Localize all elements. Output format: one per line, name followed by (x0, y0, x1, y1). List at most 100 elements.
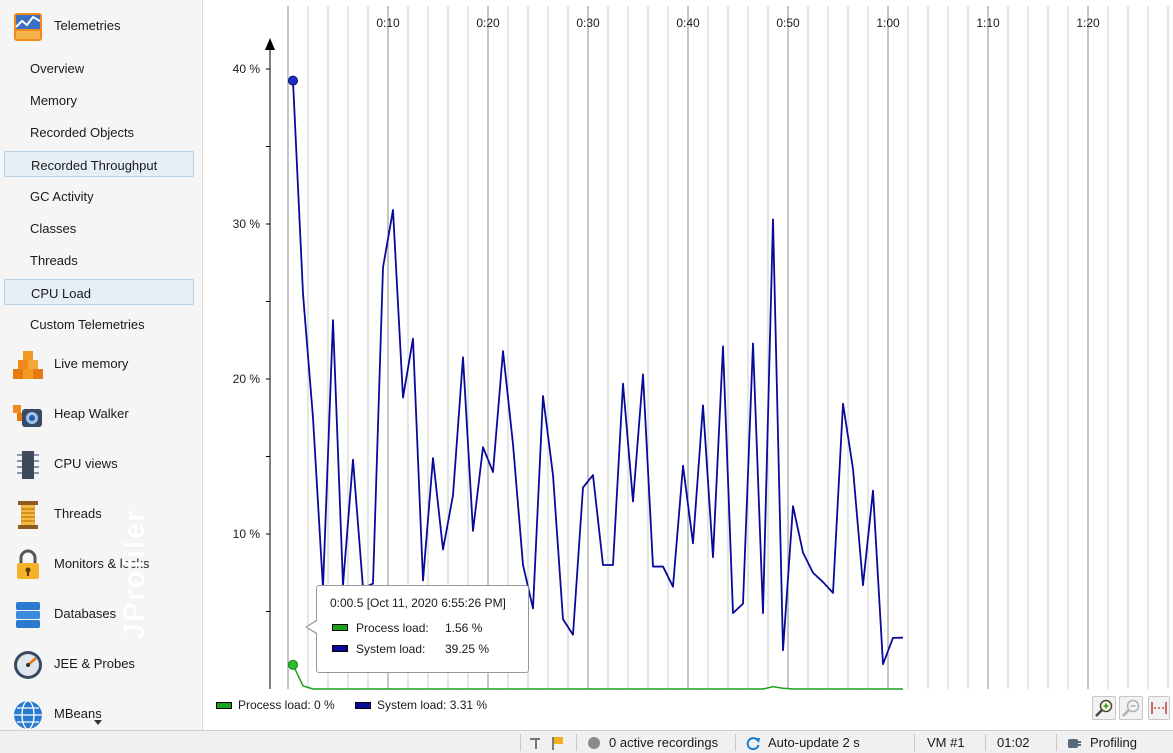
lock-icon (17, 549, 39, 579)
system-swatch (332, 645, 348, 652)
sidebar-item-label: Recorded Throughput (31, 158, 158, 173)
threads-icon (18, 501, 38, 529)
section-threads[interactable]: Threads (0, 493, 202, 537)
process-swatch (216, 702, 232, 709)
section-label: CPU views (54, 456, 118, 471)
x-tick-label: 0:40 (676, 16, 700, 30)
fit-icon (1151, 702, 1167, 714)
zoom-in-button[interactable] (1092, 696, 1116, 720)
section-monitors-locks[interactable]: Monitors & locks (0, 543, 202, 587)
y-axis-arrow-icon (265, 38, 275, 50)
y-tick-label: 10 % (233, 527, 261, 541)
status-divider (576, 734, 577, 751)
section-label: Live memory (54, 356, 129, 371)
section-mbeans[interactable]: MBeans (0, 693, 202, 730)
sidebar-item-threads-telemetry[interactable]: Threads (4, 247, 194, 273)
section-label: Heap Walker (54, 406, 129, 421)
sidebar-item-label: Classes (30, 221, 77, 236)
section-cpu-views[interactable]: CPU views (0, 443, 202, 487)
watermark: JProfiler (118, 509, 151, 640)
section-databases[interactable]: Databases (0, 593, 202, 637)
status-divider (985, 734, 986, 751)
legend-bar: Process load: 0 % System load: 3.31 % (203, 692, 1173, 730)
profiling-icon (1068, 739, 1081, 748)
sidebar-item-custom-telemetries[interactable]: Custom Telemetries (4, 311, 194, 337)
globe-icon (14, 700, 42, 730)
gauge-icon (14, 651, 42, 679)
tooltip: 0:00.5 [Oct 11, 2020 6:55:26 PM] Process… (316, 585, 529, 673)
process-load-marker (288, 659, 298, 670)
heap-walker-icon (13, 405, 42, 427)
status-vm: VM #1 (927, 735, 965, 750)
sidebar-item-classes[interactable]: Classes (4, 215, 194, 241)
status-bar: 0 active recordings Auto-update 2 s VM #… (0, 730, 1173, 753)
section-label: Databases (54, 606, 117, 621)
section-heap-walker[interactable]: Heap Walker (0, 393, 202, 437)
y-tick-label: 30 % (233, 217, 261, 231)
y-tick-label: 20 % (233, 372, 261, 386)
sidebar-item-gc-activity[interactable]: GC Activity (4, 183, 194, 209)
sidebar-item-memory[interactable]: Memory (4, 87, 194, 113)
tooltip-title: 0:00.5 [Oct 11, 2020 6:55:26 PM] (330, 596, 506, 610)
refresh-icon (746, 737, 760, 751)
sidebar-item-recorded-objects[interactable]: Recorded Objects (4, 119, 194, 145)
sidebar-item-label: GC Activity (30, 189, 94, 204)
y-tick-label: 40 % (233, 62, 261, 76)
legend-label: System load: 3.31 % (377, 698, 488, 712)
sidebar-item-label: CPU Load (31, 286, 91, 301)
tooltip-row-value: 1.56 % (445, 621, 483, 635)
status-divider (735, 734, 736, 751)
sidebar-item-label: Recorded Objects (30, 125, 135, 140)
sidebar-item-label: Overview (30, 61, 85, 76)
status-mode: Profiling (1090, 735, 1137, 750)
tooltip-row-name: Process load: (356, 621, 429, 635)
status-divider (520, 734, 521, 751)
tooltip-pointer-fill (307, 621, 317, 633)
sidebar-item-recorded-throughput[interactable]: Recorded Throughput (4, 151, 194, 177)
sidebar-item-label: Custom Telemetries (30, 317, 145, 332)
tooltip-row-value: 39.25 % (445, 642, 490, 656)
x-tick-label: 0:20 (476, 16, 500, 30)
live-memory-icon (13, 351, 43, 379)
status-auto-update[interactable]: Auto-update 2 s (768, 735, 860, 750)
recording-icon (588, 737, 600, 749)
zoom-out-icon (1122, 699, 1140, 717)
chart-canvas: 0:10 0:20 0:30 0:40 0:50 1:00 1:10 1:20 10 % 20 … (233, 6, 1169, 690)
system-load-series (292, 80, 904, 666)
status-time: 01:02 (997, 735, 1030, 750)
section-label: Monitors & locks (54, 556, 150, 571)
tooltip-row-name: System load: (356, 642, 426, 656)
system-load-marker (288, 75, 298, 86)
scroll-down-icon[interactable] (94, 720, 102, 725)
cpu-views-icon (17, 451, 39, 479)
sidebar-item-cpu-load[interactable]: CPU Load (4, 279, 194, 305)
section-jee-probes[interactable]: JEE & Probes (0, 643, 202, 687)
section-label: Threads (54, 506, 102, 521)
x-tick-label: 1:10 (976, 16, 1000, 30)
database-icon (16, 602, 40, 628)
x-tick-label: 1:00 (876, 16, 900, 30)
section-label: Telemetries (54, 18, 121, 33)
zoom-in-icon (1095, 699, 1113, 717)
fit-button[interactable] (1148, 696, 1170, 720)
pin-icon[interactable] (528, 735, 544, 751)
x-tick-label: 0:50 (776, 16, 800, 30)
zoom-out-button[interactable] (1119, 696, 1143, 720)
sidebar-item-label: Memory (30, 93, 77, 108)
sidebar-item-overview[interactable]: Overview (4, 55, 194, 81)
sidebar: Telemetries Overview Memory Recorded Obj… (0, 0, 203, 730)
process-load-series (292, 664, 903, 690)
cpu-load-chart[interactable]: 0:10 0:20 0:30 0:40 0:50 1:00 1:10 1:20 10 % 20 … (203, 0, 1173, 692)
x-tick-label: 0:10 (376, 16, 400, 30)
status-recordings[interactable]: 0 active recordings (609, 735, 719, 750)
sidebar-item-label: Threads (30, 253, 78, 268)
flag-icon[interactable] (550, 735, 566, 751)
telemetries-icon (14, 13, 42, 41)
status-divider (1056, 734, 1057, 751)
legend-label: Process load: 0 % (238, 698, 335, 712)
section-live-memory[interactable]: Live memory (0, 343, 202, 387)
x-tick-label: 1:20 (1076, 16, 1100, 30)
section-telemetries[interactable]: Telemetries (0, 5, 202, 49)
process-swatch (332, 624, 348, 631)
section-label: MBeans (54, 706, 102, 721)
